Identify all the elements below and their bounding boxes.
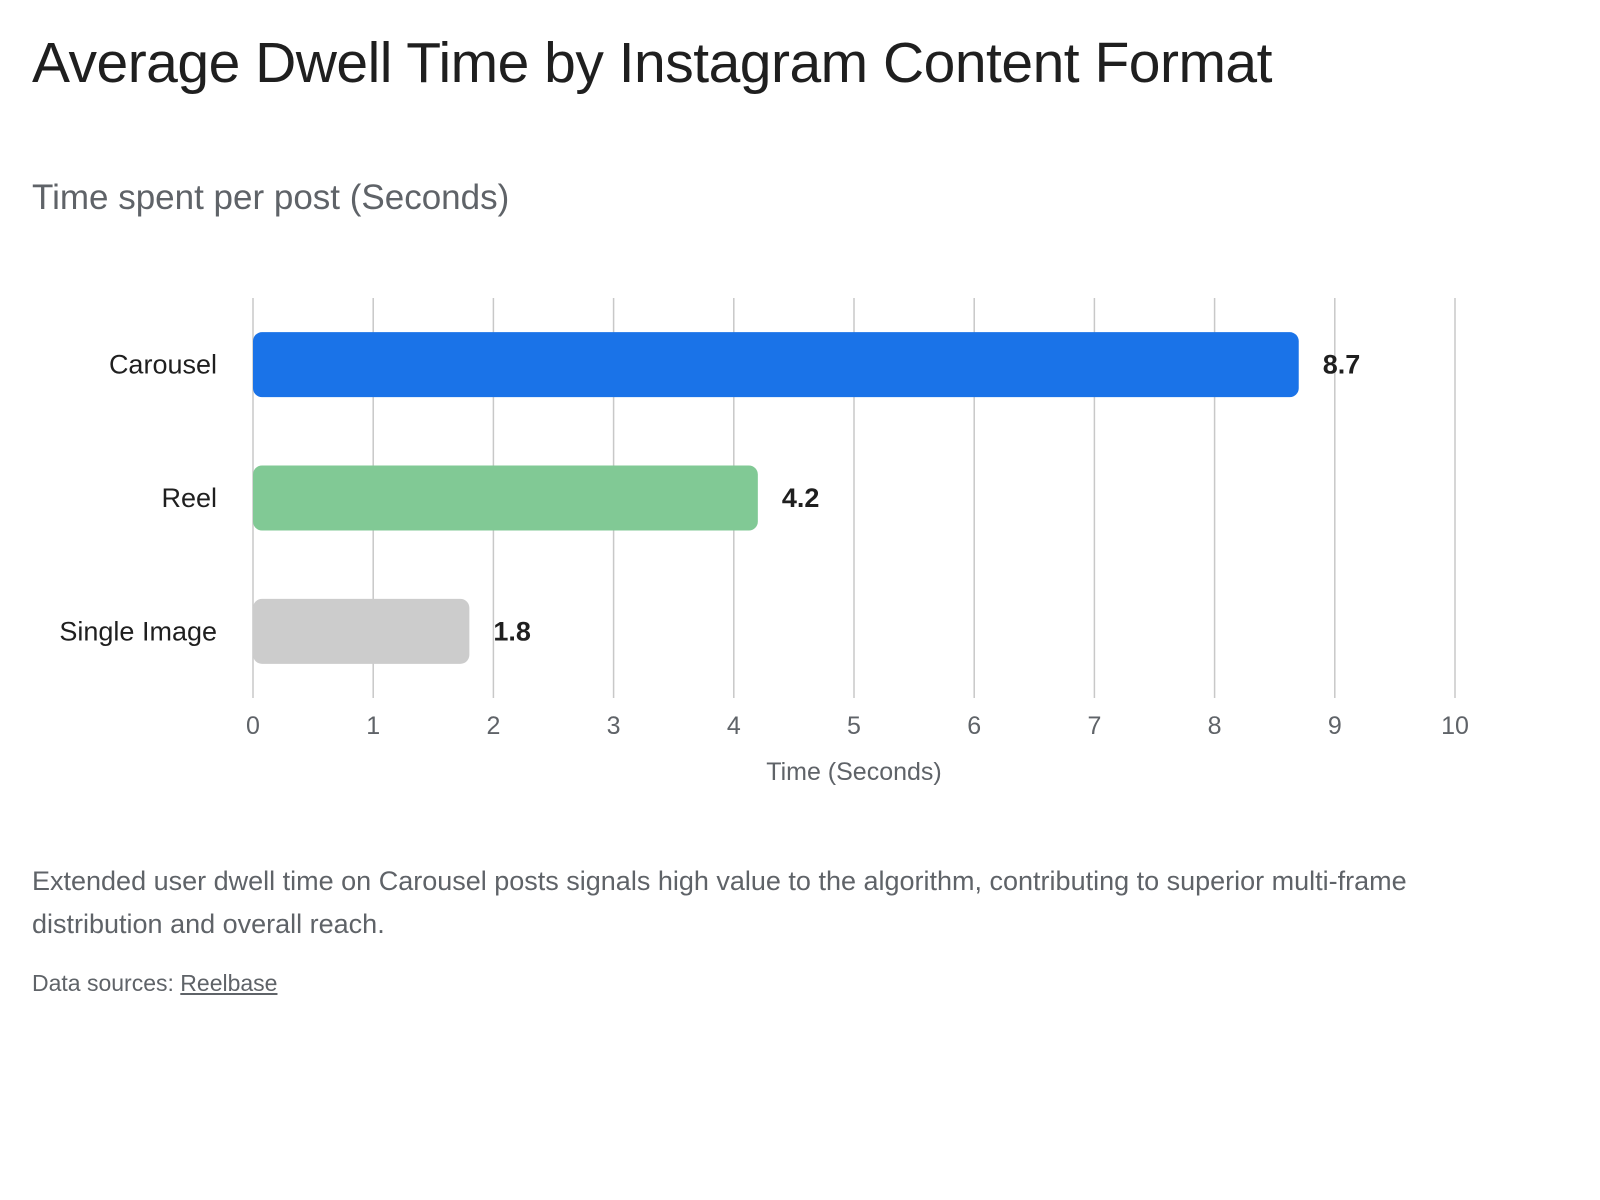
- x-tick-label: 2: [486, 712, 500, 740]
- x-tick-label: 8: [1208, 712, 1222, 740]
- x-tick-label: 7: [1087, 712, 1101, 740]
- data-sources-label: Data sources:: [32, 970, 181, 996]
- chart-subtitle: Time spent per post (Seconds): [32, 178, 510, 217]
- source-link-reelbase[interactable]: Reelbase: [180, 970, 278, 996]
- category-label: Single Image: [59, 616, 217, 646]
- data-sources: Data sources: Reelbase: [32, 970, 277, 997]
- x-tick-label: 5: [847, 712, 861, 740]
- bar-chart: 0 1 2 3 4 5 6 7 8 9 10 Carousel 8.7 Reel 4.2 Single Ima…: [59, 298, 1469, 786]
- bar-reel[interactable]: [253, 465, 758, 531]
- x-tick-label: 3: [607, 712, 621, 740]
- x-tick-label: 1: [366, 712, 380, 740]
- labels: 0 1 2 3 4 5 6 7 8 9 10 Carousel 8.7 Reel 4.2 Single Ima…: [59, 350, 1469, 740]
- x-tick-label: 6: [967, 712, 981, 740]
- bars: [253, 332, 1299, 664]
- bar-single-image[interactable]: [253, 598, 470, 664]
- bar-carousel[interactable]: [253, 332, 1299, 398]
- x-axis-title: Time (Seconds): [766, 758, 942, 786]
- chart-caption: Extended user dwell time on Carousel pos…: [32, 866, 1407, 939]
- x-tick-label: 10: [1441, 712, 1469, 740]
- data-label: 8.7: [1323, 350, 1361, 380]
- x-tick-label: 0: [246, 712, 260, 740]
- x-tick-label: 9: [1328, 712, 1342, 740]
- chart-title: Average Dwell Time by Instagram Content …: [32, 31, 1272, 95]
- category-label: Reel: [161, 483, 217, 513]
- data-label: 1.8: [493, 616, 531, 646]
- category-label: Carousel: [109, 350, 217, 380]
- x-tick-label: 4: [727, 712, 741, 740]
- data-label: 4.2: [782, 483, 820, 513]
